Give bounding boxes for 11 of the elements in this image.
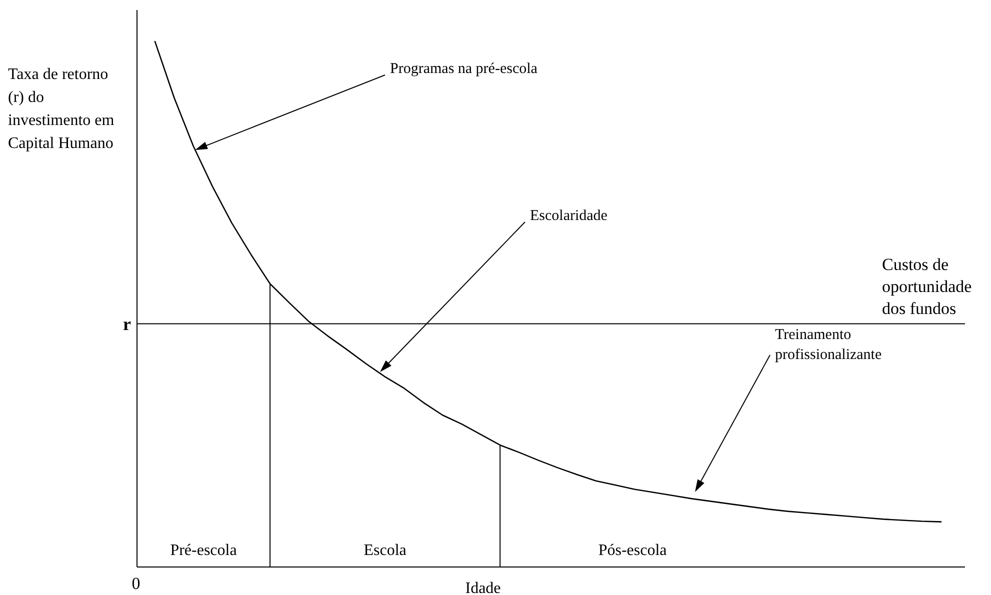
y-axis-title: Taxa de retorno (r) do investimento em Capital Humano — [8, 65, 116, 154]
annotation: Custos de oportunidade dos fundos — [882, 255, 972, 318]
annotation: Pré-escola — [170, 542, 237, 559]
x-axis-title: Idade — [465, 580, 501, 595]
text: 0 — [132, 574, 140, 593]
annotation: Programas na pré-escola — [390, 61, 538, 77]
annotation: Pós-escola — [598, 542, 667, 559]
ref-line-label: r — [123, 314, 131, 334]
annotation: Escolaridade — [530, 208, 608, 224]
annotation: Escola — [364, 542, 406, 559]
annotation: Treinamento profissionalizante — [775, 327, 882, 363]
